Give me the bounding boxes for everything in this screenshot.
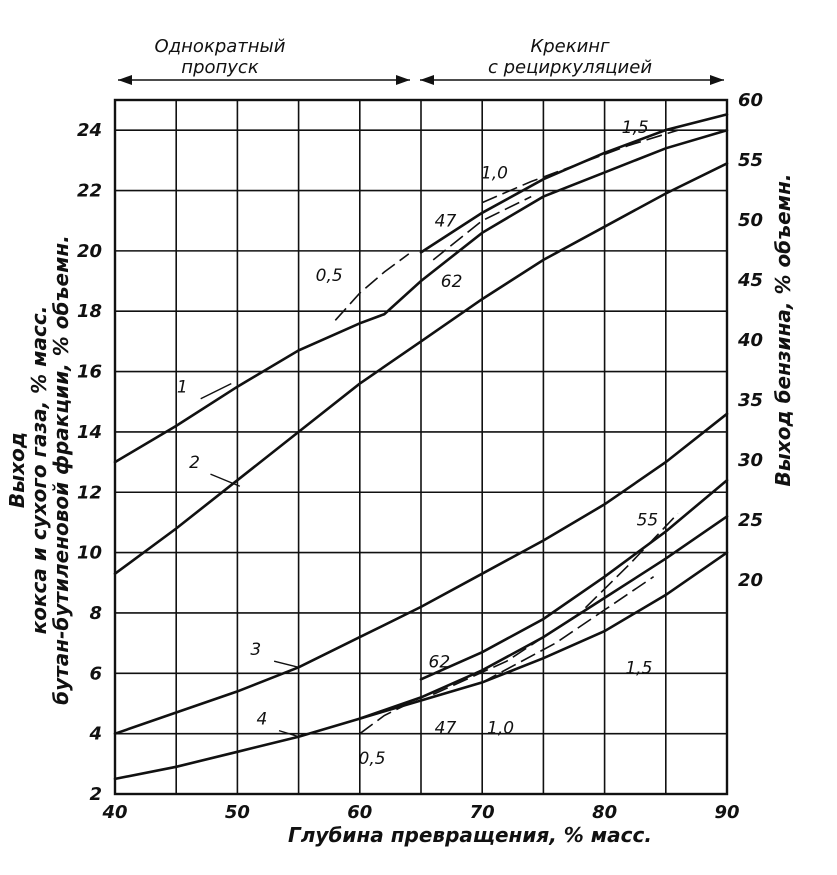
y-left-title-line3: бутан-бутиленовой фракции, % объемн. [49, 235, 73, 705]
y-left-tick-label: 12 [77, 482, 102, 503]
y-right-tick-label: 35 [738, 390, 763, 411]
y-left-tick-label: 20 [77, 241, 102, 262]
y-left-tick-label: 22 [77, 181, 102, 202]
dashed-curves [334, 129, 679, 735]
label-leader [273, 660, 299, 668]
annotation-label: 3 [250, 640, 261, 660]
annotation-label: 0,5 [316, 266, 343, 286]
y-left-tick-label: 10 [77, 543, 102, 564]
plot-frame [113, 98, 729, 796]
dashed-curve-1,0 [432, 512, 679, 696]
dashed-curve-1,5 [481, 129, 679, 204]
y-right-title: Выход бензина, % объемн. [771, 173, 795, 486]
y-left-title-line1: Выход [5, 432, 29, 508]
region-single-pass-line1: Однократный [155, 36, 286, 57]
y-right-tick-label: 40 [737, 330, 763, 351]
series-curve-55 [419, 478, 729, 681]
annotation-label: 62 [441, 272, 463, 292]
x-tick-label: 40 [101, 802, 127, 823]
y-right-tick-label: 50 [738, 210, 763, 231]
label-leader [200, 383, 232, 400]
arrow-head-mid-left [396, 75, 410, 85]
y-right-tick-label: 20 [738, 570, 763, 591]
y-right-tick-label: 45 [737, 270, 763, 291]
annotation-label: 62 [429, 652, 451, 672]
label-leader [210, 473, 241, 487]
region-arrows [118, 75, 724, 85]
annotation-label: 1,5 [622, 118, 649, 138]
series-curve-1 [113, 128, 729, 464]
y-left-title-group: Выход кокса и сухого газа, % масс. бутан… [5, 235, 73, 705]
y-left-tick-label: 8 [89, 603, 102, 624]
y-right-tick-label: 30 [738, 450, 763, 471]
y-left-tick-label: 24 [77, 120, 102, 141]
arrow-head-left [118, 75, 132, 85]
annotation-label: 4 [256, 710, 267, 730]
annotation-label: 1,0 [487, 719, 514, 739]
x-tick-label: 50 [225, 802, 250, 823]
label-leaders [200, 383, 299, 738]
series-curve-2 [113, 162, 729, 575]
y-left-tick-label: 2 [89, 784, 102, 805]
annotation-label: 55 [637, 510, 659, 530]
grid [114, 100, 728, 795]
annotations: 1 2 3 4 0,5 47 62 1,0 1,5 55 62 47 1,0 1,5 0,5 [177, 118, 658, 769]
x-axis-title: Глубина превращения, % масс. [288, 823, 652, 847]
y-right-tick-label: 60 [738, 90, 763, 111]
y-left-tick-label: 14 [77, 422, 102, 443]
dashed-curve-1,0 [432, 195, 532, 261]
tick-labels: 40 50 60 70 80 902468101214161820222420253035… [77, 90, 763, 823]
annotation-label: 1,0 [481, 163, 508, 183]
annotation-label: 0,5 [359, 749, 386, 769]
series-curve-3 [113, 412, 729, 735]
y-right-tick-label: 55 [738, 150, 763, 171]
y-right-title-group: Выход бензина, % объемн. [771, 173, 795, 486]
annotation-label: 47 [435, 719, 457, 739]
x-tick-label: 60 [347, 802, 372, 823]
x-tick-label: 90 [714, 802, 739, 823]
region-recycle-line1: Крекинг [530, 36, 610, 57]
annotation-label: 1,5 [625, 658, 652, 678]
y-left-tick-label: 6 [89, 663, 102, 684]
y-left-tick-label: 16 [77, 362, 102, 383]
x-tick-label: 80 [592, 802, 617, 823]
y-left-tick-label: 4 [88, 724, 102, 745]
y-left-tick-label: 18 [77, 301, 102, 322]
arrow-head-right [710, 75, 724, 85]
x-tick-label: 70 [470, 802, 495, 823]
annotation-label: 47 [435, 212, 457, 232]
annotation-label: 1 [177, 378, 188, 398]
dashed-curve-0,5 [359, 696, 422, 735]
y-left-title-line2: кокса и сухого газа, % масс. [27, 306, 51, 635]
label-leader [278, 729, 299, 738]
annotation-label: 2 [189, 453, 200, 473]
dashed-curve-1,5 [481, 576, 655, 684]
arrow-head-mid-right [420, 75, 434, 85]
region-single-pass-line2: пропуск [181, 57, 259, 78]
series-curve-4 [113, 551, 729, 781]
region-recycle-line2: с рециркуляцией [488, 57, 652, 78]
y-right-tick-label: 25 [738, 510, 763, 531]
dashed-curve-0,5 [334, 253, 410, 321]
